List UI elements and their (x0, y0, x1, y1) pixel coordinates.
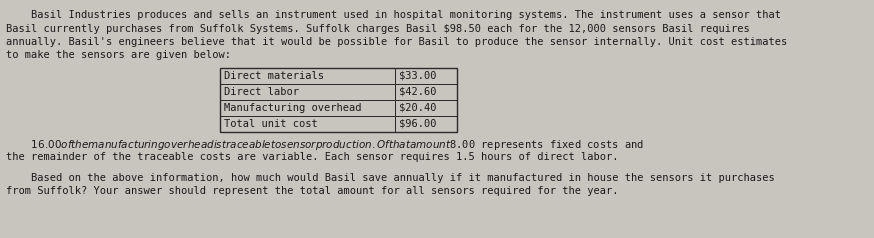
Text: to make the sensors are given below:: to make the sensors are given below: (6, 50, 231, 60)
Text: $96.00: $96.00 (399, 119, 436, 129)
Text: from Suffolk? Your answer should represent the total amount for all sensors requ: from Suffolk? Your answer should represe… (6, 187, 619, 197)
Text: annually. Basil's engineers believe that it would be possible for Basil to produ: annually. Basil's engineers believe that… (6, 37, 787, 47)
Text: $42.60: $42.60 (399, 87, 436, 97)
Text: Basil Industries produces and sells an instrument used in hospital monitoring sy: Basil Industries produces and sells an i… (6, 10, 781, 20)
Text: Total unit cost: Total unit cost (224, 119, 318, 129)
Text: the remainder of the traceable costs are variable. Each sensor requires 1.5 hour: the remainder of the traceable costs are… (6, 152, 619, 162)
Text: Direct labor: Direct labor (224, 87, 299, 97)
Text: Direct materials: Direct materials (224, 71, 324, 81)
Text: Manufacturing overhead: Manufacturing overhead (224, 103, 362, 113)
Text: $20.40: $20.40 (399, 103, 436, 113)
Text: Basil currently purchases from Suffolk Systems. Suffolk charges Basil $98.50 eac: Basil currently purchases from Suffolk S… (6, 24, 750, 34)
Bar (220, 68, 457, 132)
Text: $16.00 of the manufacturing overhead is traceable to sensor production. Of that : $16.00 of the manufacturing overhead is … (6, 138, 644, 152)
Text: Based on the above information, how much would Basil save annually if it manufac: Based on the above information, how much… (6, 173, 774, 183)
Text: $33.00: $33.00 (399, 71, 436, 81)
